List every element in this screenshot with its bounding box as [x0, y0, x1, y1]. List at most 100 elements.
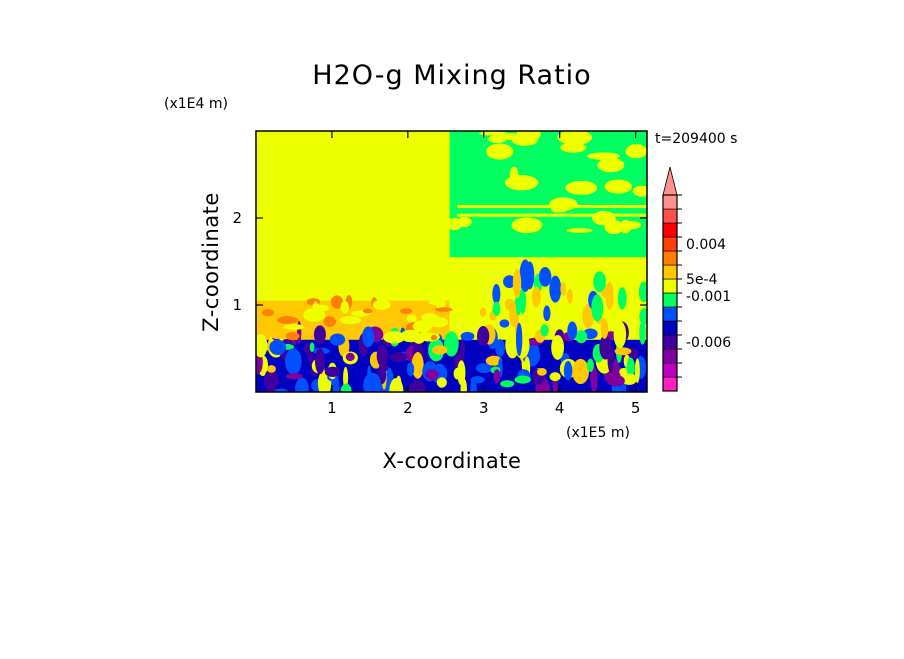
x-tick-label: 4: [555, 399, 565, 417]
field-blob: [557, 131, 592, 145]
field-blob: [312, 301, 319, 316]
field-blob: [329, 333, 346, 346]
field-blob: [378, 363, 389, 372]
field-blob: [500, 380, 515, 388]
field-blob: [269, 339, 287, 356]
chart-title: H2O-g Mixing Ratio: [312, 60, 591, 91]
colorbar-swatch: [662, 306, 678, 322]
field-blob: [536, 368, 547, 376]
field-blob: [604, 179, 633, 194]
field-blob: [261, 309, 275, 317]
field-blob: [400, 308, 413, 314]
x-tick-label: 2: [403, 399, 413, 417]
field-blob: [340, 300, 349, 314]
field-blob: [621, 221, 642, 230]
field-blob: [372, 299, 391, 310]
field-blob: [531, 286, 541, 308]
field-blob: [587, 152, 620, 160]
field-blob: [608, 375, 625, 387]
field-blob: [266, 365, 276, 373]
field-blob: [516, 131, 541, 142]
colorbar-swatch: [662, 222, 678, 238]
field-blob: [285, 332, 300, 341]
colorbar-swatch: [662, 278, 678, 294]
colorbar-swatch: [662, 208, 678, 224]
field-blob: [256, 333, 268, 358]
field-blob: [295, 377, 309, 392]
field-blob: [509, 166, 519, 182]
x-tick-label: 3: [479, 399, 489, 417]
field-blob: [264, 368, 279, 392]
field-blob: [639, 308, 647, 325]
field-blob: [632, 185, 647, 197]
field-blob: [470, 377, 477, 392]
y-ticks: 12: [232, 209, 647, 314]
field-blob: [560, 281, 567, 296]
field-blob: [493, 369, 501, 384]
field-blob: [274, 388, 289, 392]
time-label: t=209400 s: [655, 131, 737, 147]
field-blob: [638, 281, 647, 303]
colorbar-frame: [662, 194, 678, 392]
colorbar-extend-arrow: [662, 166, 678, 196]
field-blob: [430, 334, 438, 341]
field-blob: [285, 348, 302, 375]
field-blob: [575, 330, 588, 344]
x-tick-label: 5: [631, 399, 641, 417]
field-band: [457, 213, 647, 217]
x-axis-title: X-coordinate: [383, 449, 522, 473]
field-blob: [460, 331, 475, 341]
colorbar-label: 5e-4: [686, 272, 718, 288]
field-blob: [617, 287, 627, 310]
colorbar-swatch: [662, 236, 678, 252]
plot-frame: [255, 130, 648, 393]
field-blob: [476, 325, 490, 347]
field-blob: [303, 308, 326, 322]
field-blob: [315, 348, 326, 375]
field-blob: [514, 375, 531, 384]
x-unit-label: (x1E5 m): [566, 425, 630, 441]
field-blob: [626, 357, 635, 378]
field-blob: [475, 363, 493, 374]
field-blob: [563, 360, 573, 381]
field-blob: [499, 319, 510, 328]
field-blob: [324, 366, 341, 378]
field-blob: [362, 326, 375, 348]
field-blob: [283, 324, 305, 331]
colorbar-swatch: [662, 362, 678, 378]
colorbar-swatch: [662, 250, 678, 266]
field-blob: [593, 271, 606, 293]
field-blob: [515, 296, 522, 316]
field-blob: [363, 372, 382, 392]
y-tick-label: 1: [232, 296, 242, 314]
field-blob: [591, 294, 604, 322]
field-blob: [436, 377, 447, 388]
field-blob: [586, 358, 594, 372]
field-blob: [276, 316, 299, 325]
field-blob: [597, 157, 625, 173]
plot-area: [256, 131, 647, 392]
field-blob: [551, 334, 565, 360]
field-blob: [567, 321, 578, 341]
field-blob: [560, 142, 587, 153]
field-blob: [362, 308, 373, 314]
field-region: [449, 131, 647, 258]
field-blob: [457, 216, 472, 228]
colorbar-swatch: [662, 334, 678, 350]
field-blob: [345, 352, 355, 362]
field-blob: [604, 219, 624, 235]
field-blob: [330, 295, 344, 309]
field-blob: [625, 144, 647, 159]
field-blob: [613, 321, 627, 349]
colorbar-swatch: [662, 348, 678, 364]
field-blob: [412, 320, 433, 333]
colorbar-swatch: [662, 320, 678, 336]
field-blob: [376, 344, 389, 368]
field-blob: [572, 358, 590, 385]
field-blob: [566, 289, 573, 304]
field-blob: [309, 342, 315, 352]
field-blob: [421, 312, 438, 322]
texture-layer: [256, 131, 647, 392]
x-ticks: 1 2 3 4 5: [327, 131, 640, 417]
